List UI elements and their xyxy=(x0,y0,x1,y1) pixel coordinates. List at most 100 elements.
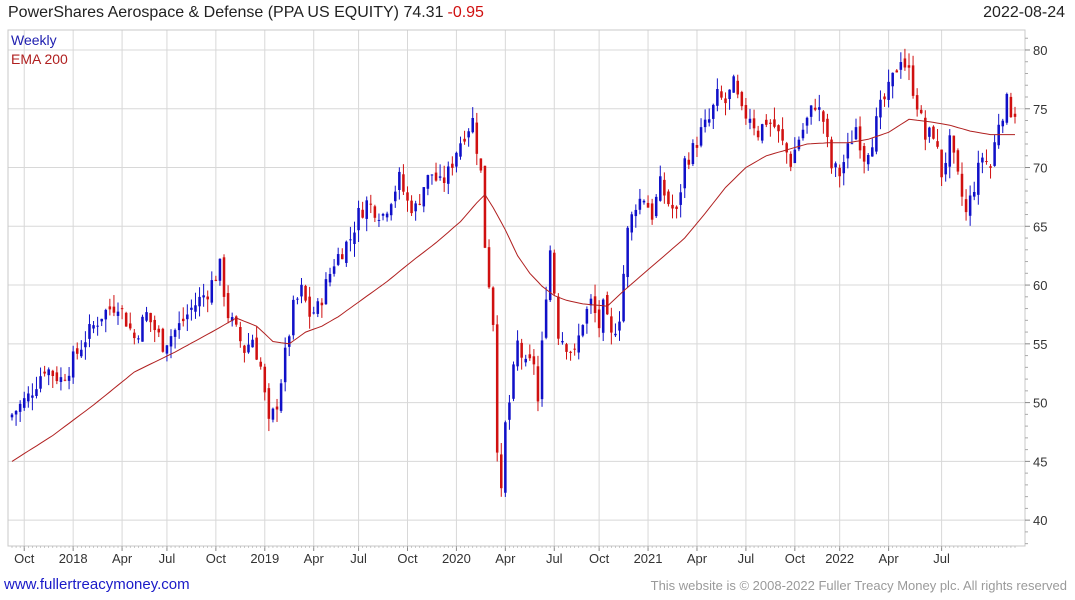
candle-up xyxy=(638,198,642,210)
candle-up xyxy=(422,187,426,207)
candle-down xyxy=(43,371,46,374)
candle-down xyxy=(936,141,939,147)
candle-down xyxy=(483,165,487,248)
candle-down xyxy=(695,144,699,148)
candle-down xyxy=(883,96,886,100)
candle-up xyxy=(589,298,593,306)
x-tick-label: 2022 xyxy=(825,551,854,566)
candle-up xyxy=(875,116,878,152)
candle-down xyxy=(255,337,258,360)
candle-up xyxy=(981,157,984,163)
candle-down xyxy=(234,316,238,325)
candle-up xyxy=(447,166,450,184)
candle-up xyxy=(426,175,430,189)
candle-up xyxy=(540,340,544,400)
candle-down xyxy=(756,130,760,138)
candle-down xyxy=(495,324,499,453)
x-tick-label: Apr xyxy=(687,551,708,566)
candle-up xyxy=(279,383,283,411)
candle-up xyxy=(349,239,352,241)
candle-down xyxy=(915,95,919,110)
candle-down xyxy=(952,135,956,153)
candle-down xyxy=(75,348,79,354)
candle-up xyxy=(292,299,295,336)
site-link[interactable]: www.fullertreacymoney.com xyxy=(4,576,190,593)
candle-down xyxy=(63,379,67,381)
candle-up xyxy=(891,72,894,87)
candle-up xyxy=(345,241,348,263)
candle-up xyxy=(271,408,275,420)
candle-up xyxy=(834,163,837,168)
y-tick-label: 40 xyxy=(1033,513,1047,528)
candle-down xyxy=(573,348,576,350)
x-tick-label: Oct xyxy=(397,551,418,566)
candle-up xyxy=(467,131,470,138)
candle-down xyxy=(720,91,723,98)
candle-down xyxy=(214,279,218,281)
candle-up xyxy=(385,213,389,218)
candle-down xyxy=(789,153,793,167)
candle-up xyxy=(84,342,87,348)
candle-down xyxy=(406,192,409,201)
candle-down xyxy=(463,138,466,142)
candle-down xyxy=(932,126,935,139)
candle-down xyxy=(606,295,609,315)
candle-up xyxy=(31,395,34,398)
candle-down xyxy=(830,139,833,169)
candle-down xyxy=(340,254,344,260)
candle-down xyxy=(479,158,483,171)
candle-up xyxy=(165,345,169,354)
candle-up xyxy=(948,135,952,167)
candle-up xyxy=(230,317,234,322)
x-tick-label: 2018 xyxy=(59,551,88,566)
candle-up xyxy=(414,203,417,212)
candle-up xyxy=(977,162,980,195)
candle-down xyxy=(153,319,156,331)
candle-up xyxy=(972,191,976,197)
candle-up xyxy=(654,196,658,217)
candle-down xyxy=(442,177,446,184)
plot-frame xyxy=(7,29,1026,547)
candle-up xyxy=(797,139,801,150)
candle-down xyxy=(610,316,613,333)
candle-up xyxy=(871,147,874,157)
candle-up xyxy=(471,117,474,133)
candle-up xyxy=(866,155,870,165)
x-tick-label: Apr xyxy=(878,551,899,566)
candle-up xyxy=(459,143,462,157)
candle-up xyxy=(218,258,222,281)
candle-up xyxy=(381,214,385,216)
candle-up xyxy=(357,207,360,231)
candle-up xyxy=(805,117,809,126)
candle-up xyxy=(18,403,22,412)
candle-up xyxy=(353,232,356,244)
candle-down xyxy=(500,454,503,489)
candle-down xyxy=(765,119,768,125)
candle-up xyxy=(793,149,797,164)
x-tick-label: Oct xyxy=(785,551,806,566)
candle-up xyxy=(601,299,605,333)
candle-down xyxy=(520,342,523,358)
candle-down xyxy=(181,318,185,322)
candle-up xyxy=(141,316,144,342)
candle-up xyxy=(703,119,707,128)
candle-down xyxy=(149,312,152,323)
candle-up xyxy=(993,142,996,166)
candle-down xyxy=(569,351,572,353)
candle-up xyxy=(377,219,381,221)
candle-up xyxy=(699,127,703,146)
candle-down xyxy=(487,247,491,288)
candle-up xyxy=(202,295,205,298)
candle-down xyxy=(112,306,116,313)
price-change: -0.95 xyxy=(447,4,484,21)
candle-up xyxy=(145,312,148,321)
candle-up xyxy=(177,323,181,331)
candle-up xyxy=(365,200,368,219)
candle-up xyxy=(198,296,201,307)
x-tick-label: 2019 xyxy=(250,551,279,566)
candle-down xyxy=(862,146,866,162)
candle-down xyxy=(663,179,666,196)
x-tick-label: 2021 xyxy=(634,551,663,566)
candle-down xyxy=(985,161,988,163)
